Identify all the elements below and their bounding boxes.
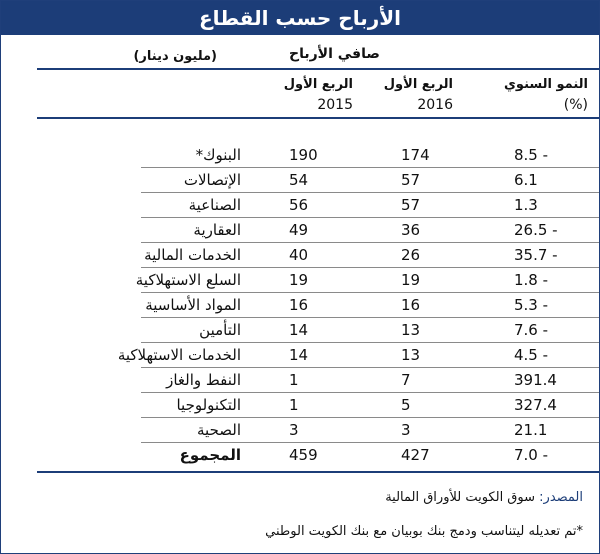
unit-label: (مليون دينار) <box>133 49 217 64</box>
sector-cell: الصحية <box>197 418 241 443</box>
q1-2016-cell: 427 <box>401 443 430 468</box>
growth-cell: - 5.3 <box>514 293 548 318</box>
q1-2015-cell: 1 <box>289 368 299 393</box>
table-row: الخدمات المالية 40 26 - 35.7 <box>1 243 599 268</box>
table-row: الصناعية 56 57 1.3 <box>1 193 599 218</box>
table-row-total: المجموع 459 427 - 7.0 <box>1 443 599 468</box>
q1-2016-cell: 57 <box>401 168 420 193</box>
q1-2016-cell: 36 <box>401 218 420 243</box>
table-row: المواد الأساسية 16 16 - 5.3 <box>1 293 599 318</box>
column-header-q1-2015-line1: الربع الأول <box>271 74 353 95</box>
q1-2015-cell: 49 <box>289 218 308 243</box>
growth-cell: - 7.6 <box>514 318 548 343</box>
q1-2015-cell: 14 <box>289 343 308 368</box>
q1-2016-cell: 26 <box>401 243 420 268</box>
column-header-growth: النمو السنوي (%) <box>496 74 588 116</box>
sector-cell: الإتصالات <box>184 168 241 193</box>
growth-cell: - 8.5 <box>514 143 548 168</box>
q1-2015-cell: 3 <box>289 418 299 443</box>
q1-2016-cell: 174 <box>401 143 430 168</box>
growth-cell: - 7.0 <box>514 443 548 468</box>
source-key: المصدر: <box>539 490 583 505</box>
sector-cell: المواد الأساسية <box>145 293 241 318</box>
sector-cell: الخدمات الاستهلاكية <box>118 343 241 368</box>
q1-2015-cell: 1 <box>289 393 299 418</box>
table-row: البنوك* 190 174 - 8.5 <box>1 143 599 168</box>
column-header-q1-2016: الربع الأول 2016 <box>371 74 453 116</box>
table-row: العقارية 49 36 - 26.5 <box>1 218 599 243</box>
table-row: النفط والغاز 1 7 391.4 <box>1 368 599 393</box>
sector-cell: الخدمات المالية <box>144 243 241 268</box>
sector-cell: السلع الاستهلاكية <box>136 268 241 293</box>
net-profit-label: صافي الأرباح <box>289 46 380 62</box>
q1-2016-cell: 7 <box>401 368 411 393</box>
q1-2015-cell: 56 <box>289 193 308 218</box>
table-row: التكنولوجيا 1 5 327.4 <box>1 393 599 418</box>
growth-cell: - 35.7 <box>514 243 558 268</box>
q1-2015-cell: 14 <box>289 318 308 343</box>
q1-2015-cell: 459 <box>289 443 318 468</box>
growth-cell: 327.4 <box>514 393 557 418</box>
sector-cell: التأمين <box>199 318 241 343</box>
q1-2016-cell: 5 <box>401 393 411 418</box>
column-header-q1-2016-line1: الربع الأول <box>371 74 453 95</box>
q1-2016-cell: 16 <box>401 293 420 318</box>
q1-2015-cell: 190 <box>289 143 318 168</box>
column-header-q1-2015-line2: 2015 <box>271 95 353 116</box>
header-rule-top <box>37 68 599 70</box>
sector-cell: العقارية <box>193 218 241 243</box>
footnote: *تم تعديله ليتناسب ودمج بنك بوبيان مع بن… <box>265 524 583 539</box>
source-line: المصدر: سوق الكويت للأوراق المالية <box>385 490 583 505</box>
sector-cell: البنوك* <box>196 143 241 168</box>
q1-2016-cell: 19 <box>401 268 420 293</box>
growth-cell: 1.3 <box>514 193 538 218</box>
q1-2015-cell: 40 <box>289 243 308 268</box>
sector-cell: النفط والغاز <box>166 368 241 393</box>
growth-cell: 391.4 <box>514 368 557 393</box>
table-row: التأمين 14 13 - 7.6 <box>1 318 599 343</box>
sector-cell: الصناعية <box>189 193 241 218</box>
table-rule-bottom <box>37 471 599 473</box>
q1-2016-cell: 57 <box>401 193 420 218</box>
table-row: الصحية 3 3 21.1 <box>1 418 599 443</box>
column-header-q1-2016-line2: 2016 <box>371 95 453 116</box>
sector-cell: المجموع <box>180 443 241 468</box>
q1-2016-cell: 13 <box>401 318 420 343</box>
column-header-growth-line1: النمو السنوي <box>496 74 588 95</box>
table-row: الخدمات الاستهلاكية 14 13 - 4.5 <box>1 343 599 368</box>
table-row: السلع الاستهلاكية 19 19 - 1.8 <box>1 268 599 293</box>
growth-cell: - 4.5 <box>514 343 548 368</box>
column-header-q1-2015: الربع الأول 2015 <box>271 74 353 116</box>
growth-cell: - 1.8 <box>514 268 548 293</box>
growth-cell: - 26.5 <box>514 218 558 243</box>
growth-cell: 6.1 <box>514 168 538 193</box>
table-row: الإتصالات 54 57 6.1 <box>1 168 599 193</box>
sector-cell: التكنولوجيا <box>176 393 241 418</box>
header-rule-bottom <box>37 117 599 119</box>
column-header-growth-line2: (%) <box>496 95 588 116</box>
growth-cell: 21.1 <box>514 418 547 443</box>
q1-2015-cell: 54 <box>289 168 308 193</box>
table-title: الأرباح حسب القطاع <box>1 1 599 35</box>
q1-2015-cell: 16 <box>289 293 308 318</box>
source-value: سوق الكويت للأوراق المالية <box>385 490 535 505</box>
q1-2016-cell: 13 <box>401 343 420 368</box>
q1-2015-cell: 19 <box>289 268 308 293</box>
q1-2016-cell: 3 <box>401 418 411 443</box>
